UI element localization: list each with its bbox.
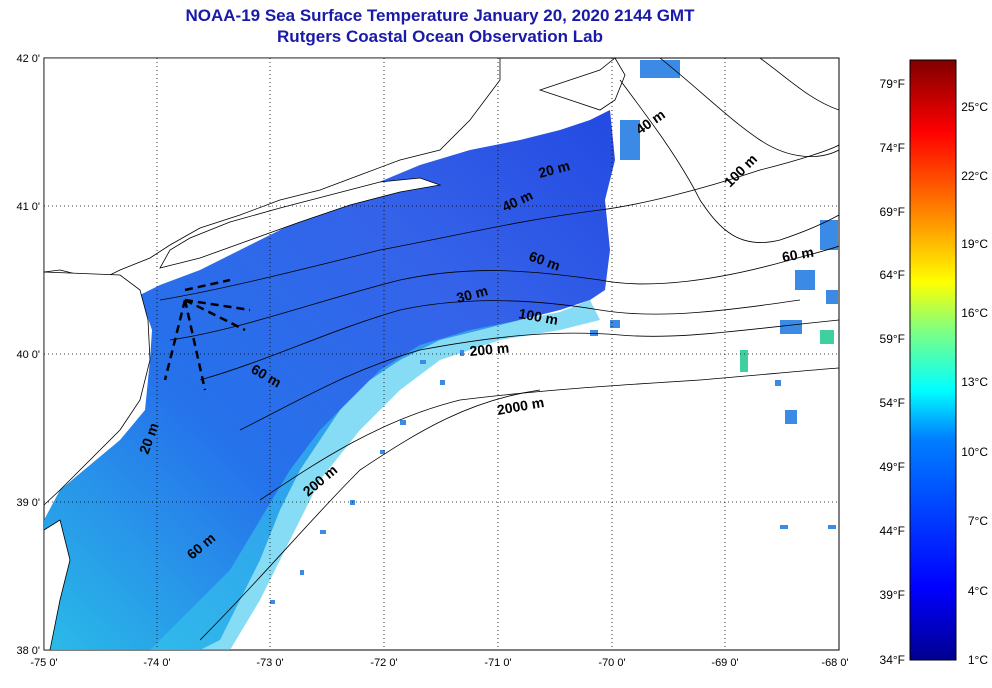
- colorbar-c-label: 19°C: [961, 237, 988, 251]
- contour-label: 200 m: [469, 340, 510, 359]
- land-long-island: [159, 177, 442, 269]
- x-tick-label: -72 0': [370, 657, 397, 669]
- colorbar-f-label: 49°F: [880, 460, 905, 474]
- colorbar-c-label: 22°C: [961, 169, 988, 183]
- x-tick-label: -70 0': [598, 657, 625, 669]
- land-delmarva: [44, 519, 71, 650]
- contour-label: 30 m: [455, 282, 490, 306]
- colorbar-c-label: 10°C: [961, 445, 988, 459]
- colorbar-f-label: 39°F: [880, 588, 905, 602]
- colorbar-c-label: 13°C: [961, 375, 988, 389]
- grid: [44, 58, 839, 650]
- x-tick-label: -74 0': [143, 657, 170, 669]
- y-tick-label: 40 0': [16, 349, 40, 361]
- y-tick-label: 41 0': [16, 201, 40, 213]
- colorbar-f-label: 54°F: [880, 396, 905, 410]
- colorbar: [909, 59, 957, 661]
- x-tick-label: -73 0': [256, 657, 283, 669]
- sst-field-warm-edge: [150, 300, 600, 650]
- x-tick-label: -69 0': [711, 657, 738, 669]
- shipping-lanes: [163, 278, 251, 391]
- colorbar-f-label: 64°F: [880, 268, 905, 282]
- land-new-jersey: [44, 271, 151, 506]
- colorbar-f-label: 34°F: [880, 653, 905, 667]
- colorbar-f-label: 59°F: [880, 332, 905, 346]
- y-tick-label: 38 0': [16, 645, 40, 657]
- colorbar-f-label: 69°F: [880, 205, 905, 219]
- y-tick-label: 42 0': [16, 53, 40, 65]
- colorbar-c-label: 16°C: [961, 306, 988, 320]
- colorbar-c-label: 25°C: [961, 100, 988, 114]
- colorbar-c-label: 1°C: [968, 653, 988, 667]
- x-axis-ticks: -75 0' -74 0' -73 0' -72 0' -71 0' -70 0…: [30, 657, 848, 669]
- y-tick-label: 39 0': [16, 497, 40, 509]
- x-tick-label: -71 0': [484, 657, 511, 669]
- bathymetry-contours: [159, 58, 839, 641]
- colorbar-c-label: 4°C: [968, 584, 988, 598]
- contour-label: 60 m: [781, 244, 815, 265]
- contour-label: 100 m: [517, 305, 559, 328]
- map-subtitle: Rutgers Coastal Ocean Observation Lab: [277, 27, 603, 46]
- land-cape-cod: [538, 58, 626, 111]
- colorbar-f-label: 74°F: [880, 141, 905, 155]
- map-title: NOAA-19 Sea Surface Temperature January …: [185, 6, 695, 25]
- colorbar-f-label: 79°F: [880, 77, 905, 91]
- y-axis-ticks: 42 0' 41 0' 40 0' 39 0' 38 0': [16, 53, 40, 657]
- colorbar-f-label: 44°F: [880, 524, 905, 538]
- sst-scatter: [270, 60, 838, 604]
- contour-label: 20 m: [537, 157, 572, 181]
- x-tick-label: -68 0': [821, 657, 848, 669]
- colorbar-c-label: 7°C: [968, 514, 988, 528]
- colorbar-fahrenheit-labels: 79°F 74°F 69°F 64°F 59°F 54°F 49°F 44°F …: [880, 77, 905, 667]
- colorbar-celsius-labels: 25°C 22°C 19°C 16°C 13°C 10°C 7°C 4°C 1°…: [961, 100, 988, 667]
- x-tick-label: -75 0': [30, 657, 57, 669]
- sst-field-shelf: [44, 110, 615, 650]
